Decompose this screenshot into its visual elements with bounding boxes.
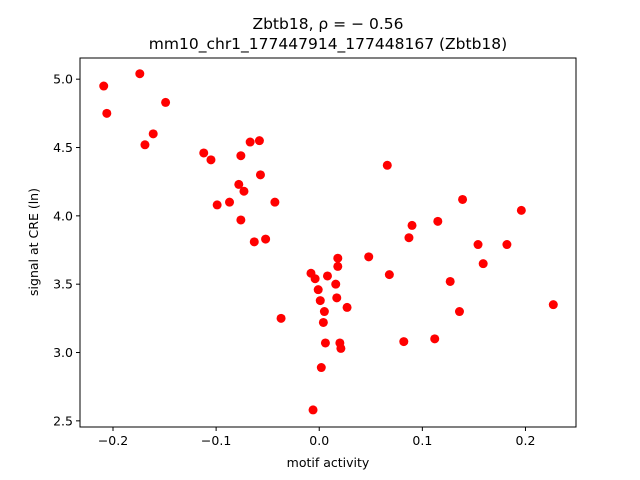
data-point xyxy=(148,129,158,139)
data-point xyxy=(473,240,483,250)
data-point xyxy=(342,302,352,312)
data-point xyxy=(255,170,265,180)
x-tick-label: 0.2 xyxy=(516,433,536,448)
data-point xyxy=(384,270,394,280)
data-point xyxy=(313,285,323,295)
x-tick-label: 0.1 xyxy=(412,433,432,448)
data-point xyxy=(249,237,259,247)
chart-subtitle: mm10_chr1_177447914_177448167 (Zbtb18) xyxy=(149,35,507,54)
data-points xyxy=(99,69,558,415)
data-point xyxy=(236,215,246,225)
data-point xyxy=(254,136,264,146)
data-point xyxy=(430,334,440,344)
data-point xyxy=(225,197,235,207)
x-tick-label: −0.1 xyxy=(201,433,231,448)
data-point xyxy=(245,137,255,147)
data-point xyxy=(454,307,464,317)
x-axis-label: motif activity xyxy=(287,455,370,470)
data-point xyxy=(99,81,109,91)
data-point xyxy=(478,259,488,269)
data-point xyxy=(320,338,330,348)
data-point xyxy=(445,276,455,286)
data-point xyxy=(310,274,320,284)
data-point xyxy=(276,313,286,323)
data-point xyxy=(333,261,343,271)
data-point xyxy=(161,97,171,107)
data-point xyxy=(399,337,409,347)
data-point xyxy=(331,279,341,289)
data-point xyxy=(364,252,374,262)
data-point xyxy=(199,148,209,158)
data-point xyxy=(516,205,526,215)
data-point xyxy=(212,200,222,210)
data-point xyxy=(336,343,346,353)
y-tick-label: 3.5 xyxy=(53,277,73,292)
data-point xyxy=(308,405,318,415)
y-axis-ticks: 2.5 3.0 3.5 4.0 4.5 5.0 xyxy=(53,72,80,428)
data-point xyxy=(332,293,342,303)
data-point xyxy=(548,300,558,310)
data-point xyxy=(433,216,443,226)
data-point xyxy=(502,240,512,250)
data-point xyxy=(102,108,112,118)
y-axis-label: signal at CRE (ln) xyxy=(26,188,41,296)
y-tick-label: 4.5 xyxy=(53,140,73,155)
data-point xyxy=(140,140,150,150)
chart-title: Zbtb18, ρ = − 0.56 xyxy=(252,15,403,33)
data-point xyxy=(234,179,244,189)
y-tick-label: 5.0 xyxy=(53,72,73,87)
data-point xyxy=(322,271,332,281)
data-point xyxy=(270,197,280,207)
y-tick-label: 4.0 xyxy=(53,208,73,223)
y-tick-label: 3.0 xyxy=(53,345,73,360)
y-tick-label: 2.5 xyxy=(53,413,73,428)
data-point xyxy=(407,220,417,230)
x-tick-label: 0.0 xyxy=(309,433,329,448)
data-point xyxy=(319,307,329,317)
data-point xyxy=(315,296,325,306)
plot-area-frame xyxy=(79,57,577,428)
data-point xyxy=(318,317,328,327)
x-tick-label: −0.2 xyxy=(98,433,128,448)
data-point xyxy=(135,69,145,79)
data-point xyxy=(404,233,414,243)
data-point xyxy=(206,155,216,165)
x-axis-ticks: −0.2 −0.1 0.0 0.1 0.2 xyxy=(98,427,536,448)
data-point xyxy=(316,363,326,373)
data-point xyxy=(239,186,249,196)
data-point xyxy=(236,151,246,161)
data-point xyxy=(261,234,271,244)
data-point xyxy=(333,253,343,263)
data-point xyxy=(382,160,392,170)
data-point xyxy=(458,194,468,204)
